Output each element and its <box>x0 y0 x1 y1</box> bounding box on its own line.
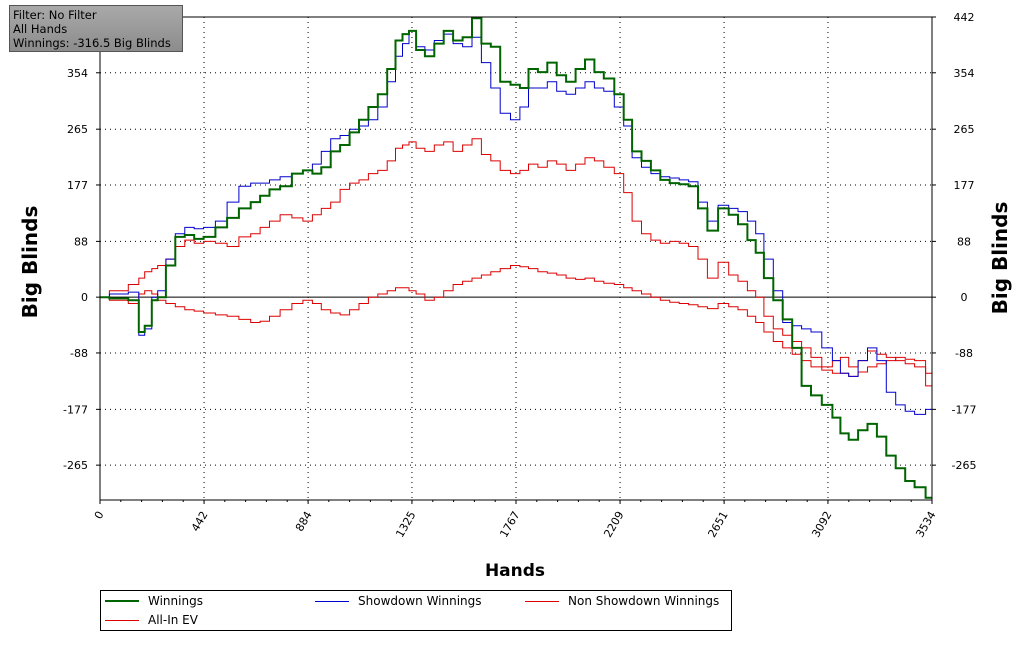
y-tick-label-right: 354 <box>954 67 975 80</box>
y-tick-label-right: 0 <box>961 291 968 304</box>
legend-item-showdown: Showdown Winnings <box>315 594 482 608</box>
x-tick-label: 2209 <box>601 509 626 540</box>
y-tick-label-right: 177 <box>954 179 975 192</box>
y-tick-label-right: 88 <box>957 235 971 248</box>
y-axis-title-right: Big Blinds <box>988 201 1012 315</box>
series-lines <box>100 17 932 499</box>
y-tick-label-left: 0 <box>81 291 88 304</box>
legend-swatch-showdown <box>315 600 349 602</box>
legend-swatch-non-showdown <box>525 600 559 602</box>
y-tick-label-left: -265 <box>63 459 88 472</box>
hands-text: All Hands <box>13 22 68 36</box>
x-tick-label: 442 <box>189 509 211 534</box>
y-tick-label-right: -177 <box>952 403 977 416</box>
x-tick-label: 1325 <box>393 509 418 540</box>
grid <box>100 16 932 500</box>
filter-info-box: Filter: No Filter All Hands Winnings: -3… <box>9 5 183 52</box>
plot-frame <box>99 16 933 501</box>
legend-item-allin-ev: All-In EV <box>105 613 198 627</box>
y-tick-label-left: 354 <box>67 67 88 80</box>
y-tick-label-right: 442 <box>954 11 975 24</box>
y-tick-label-right: 265 <box>954 123 975 136</box>
y-axis-title-left: Big Blinds <box>18 205 42 319</box>
y-tick-label-left: 88 <box>74 235 88 248</box>
filter-text: Filter: No Filter <box>13 8 97 22</box>
legend-item-winnings: Winnings <box>105 594 203 608</box>
y-tick-label-left: -177 <box>63 403 88 416</box>
x-tick-label: 2651 <box>705 509 730 540</box>
y-tick-label-right: -88 <box>955 347 973 360</box>
legend-swatch-allin-ev <box>105 619 139 621</box>
legend-label-winnings: Winnings <box>148 594 203 608</box>
x-tick-label: 884 <box>293 509 315 534</box>
legend-item-non-showdown: Non Showdown Winnings <box>525 594 719 608</box>
axis-ticks: 0442884132517672209265130923534442442354… <box>63 11 976 540</box>
y-tick-label-left: 265 <box>67 123 88 136</box>
legend-label-showdown: Showdown Winnings <box>358 594 482 608</box>
winnings-total-text: Winnings: -316.5 Big Blinds <box>13 36 171 50</box>
y-tick-label-right: -265 <box>952 459 977 472</box>
x-tick-label: 1767 <box>497 509 522 540</box>
legend-label-non-showdown: Non Showdown Winnings <box>568 594 720 608</box>
x-tick-label: 3092 <box>809 509 834 540</box>
legend-label-allin-ev: All-In EV <box>148 613 198 627</box>
x-tick-label: 3534 <box>913 509 938 540</box>
x-tick-label: 0 <box>92 509 107 522</box>
y-tick-label-left: 177 <box>67 179 88 192</box>
y-tick-label-left: -88 <box>70 347 88 360</box>
legend: Winnings Showdown Winnings Non Showdown … <box>100 590 732 631</box>
legend-swatch-winnings <box>105 600 139 602</box>
series-line-winnings <box>100 17 932 499</box>
x-axis-title: Hands <box>484 561 546 581</box>
